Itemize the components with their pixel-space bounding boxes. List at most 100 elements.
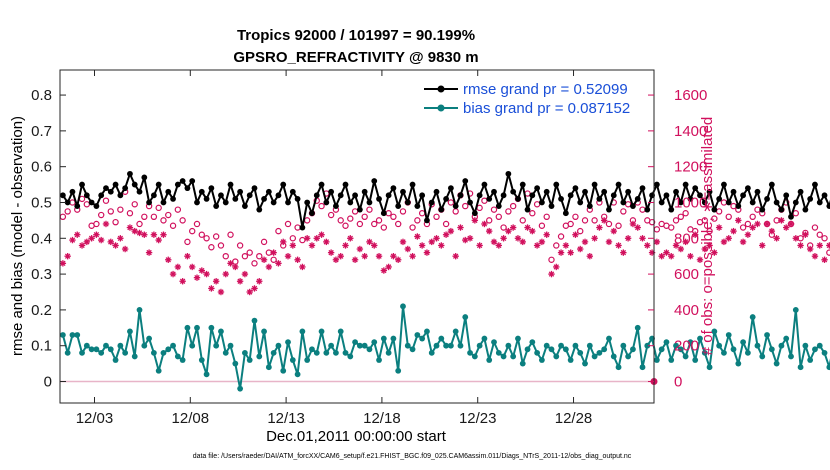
assimilated-obs-point bbox=[78, 242, 86, 249]
plot-frame bbox=[59, 69, 655, 404]
star-stroke bbox=[223, 271, 229, 277]
possible-obs-point bbox=[117, 206, 124, 213]
possible-obs-point bbox=[179, 217, 186, 224]
bias-point bbox=[337, 328, 344, 335]
bias-point bbox=[107, 346, 114, 353]
assimilated-obs-point bbox=[93, 231, 100, 238]
rmse-point bbox=[400, 188, 406, 195]
bias-point bbox=[572, 342, 579, 349]
possible-obs-point bbox=[414, 217, 421, 224]
bias-point bbox=[558, 342, 564, 349]
rmse-point bbox=[606, 206, 612, 213]
rmse-point bbox=[194, 199, 200, 206]
star-stroke bbox=[797, 242, 804, 249]
star-stroke bbox=[548, 271, 555, 277]
rmse-point bbox=[390, 185, 397, 192]
rmse-point bbox=[524, 206, 531, 213]
assimilated-obs-point bbox=[495, 242, 502, 249]
rmse-point bbox=[141, 174, 148, 181]
bias-point bbox=[783, 335, 790, 342]
possible-obs-point bbox=[112, 218, 119, 226]
star-stroke bbox=[788, 221, 794, 227]
assimilated-obs-point bbox=[97, 236, 105, 244]
star-stroke bbox=[749, 224, 756, 231]
bias-point bbox=[768, 346, 775, 353]
star-stroke bbox=[199, 267, 205, 274]
assimilated-obs-point bbox=[773, 235, 780, 242]
bias-point bbox=[730, 346, 737, 353]
assimilated-obs-point bbox=[332, 256, 340, 263]
possible-obs-point bbox=[390, 213, 397, 221]
bias-point bbox=[553, 353, 560, 360]
possible-obs-point bbox=[500, 224, 507, 231]
possible-obs-point bbox=[605, 220, 613, 228]
assimilated-obs-point bbox=[107, 238, 114, 246]
assimilated-obs-point bbox=[567, 249, 574, 256]
bias-point bbox=[409, 346, 416, 353]
bias-point bbox=[634, 324, 641, 331]
rmse-point bbox=[821, 192, 828, 199]
star-stroke bbox=[639, 235, 646, 241]
possible-obs-point bbox=[567, 220, 574, 228]
assimilated-obs-point bbox=[514, 235, 522, 242]
star-stroke bbox=[84, 239, 90, 245]
bias-point bbox=[543, 342, 550, 349]
assimilated-obs-point bbox=[294, 256, 301, 263]
assimilated-obs-point bbox=[553, 263, 560, 271]
bias-point bbox=[141, 342, 148, 349]
bias-point bbox=[653, 357, 660, 363]
assimilated-obs-point bbox=[490, 238, 498, 246]
rmse-point bbox=[285, 199, 291, 206]
bias-point bbox=[591, 353, 598, 360]
bias-point bbox=[524, 346, 531, 353]
rmse-point bbox=[447, 185, 454, 192]
assimilated-obs-point bbox=[783, 224, 790, 231]
bias-point bbox=[174, 353, 181, 360]
assimilated-obs-point bbox=[260, 256, 268, 263]
rmse-point bbox=[673, 188, 679, 195]
star-stroke bbox=[500, 235, 507, 241]
possible-obs-point bbox=[682, 210, 689, 217]
assimilated-obs-point bbox=[394, 256, 402, 263]
assimilated-obs-point bbox=[524, 224, 531, 231]
star-stroke bbox=[60, 260, 66, 267]
assimilated-obs-point bbox=[88, 235, 95, 242]
rmse-point bbox=[404, 199, 411, 206]
bias-point bbox=[328, 342, 335, 349]
assimilated-obs-point bbox=[672, 242, 680, 249]
rmse-point bbox=[788, 213, 794, 220]
assimilated-obs-point bbox=[275, 260, 282, 267]
rmse-point bbox=[668, 206, 675, 213]
rmse-point bbox=[471, 210, 478, 217]
x-tick-label: 12/08 bbox=[172, 410, 210, 427]
rmse-point bbox=[83, 192, 90, 199]
assimilated-obs-point bbox=[591, 235, 598, 242]
bias-point bbox=[596, 349, 603, 356]
assimilated-obs-point bbox=[193, 274, 201, 281]
assimilated-obs-point bbox=[165, 256, 172, 263]
possible-obs-point bbox=[486, 217, 493, 224]
bias-point bbox=[400, 303, 406, 310]
star-stroke bbox=[132, 228, 138, 234]
y-axis-left: 0 0.1 0.2 0.3 0.4 0.5 0.6 0.7 0.8 bbox=[31, 87, 66, 391]
star-stroke bbox=[726, 235, 732, 241]
bias-point bbox=[773, 360, 780, 367]
possible-obs-point bbox=[275, 227, 282, 235]
star-stroke bbox=[242, 271, 248, 277]
bias-point bbox=[83, 342, 90, 349]
bias-point bbox=[93, 346, 100, 353]
rmse-point bbox=[634, 196, 641, 202]
y-right-tick-label: 400 bbox=[674, 302, 699, 319]
rmse-point bbox=[495, 203, 502, 209]
assimilated-obs-point bbox=[577, 245, 584, 253]
assimilated-obs-point bbox=[303, 235, 311, 242]
chart-subtitle: GPSRO_REFRACTIVITY @ 9830 m bbox=[233, 49, 478, 66]
assimilated-obs-point bbox=[763, 220, 771, 228]
assimilated-obs-point bbox=[486, 227, 493, 235]
star-stroke bbox=[381, 267, 387, 274]
star-stroke bbox=[821, 257, 828, 263]
bias-point bbox=[251, 317, 258, 324]
star-stroke bbox=[179, 278, 186, 284]
possible-obs-point bbox=[251, 260, 258, 267]
assimilated-obs-point bbox=[342, 242, 349, 249]
